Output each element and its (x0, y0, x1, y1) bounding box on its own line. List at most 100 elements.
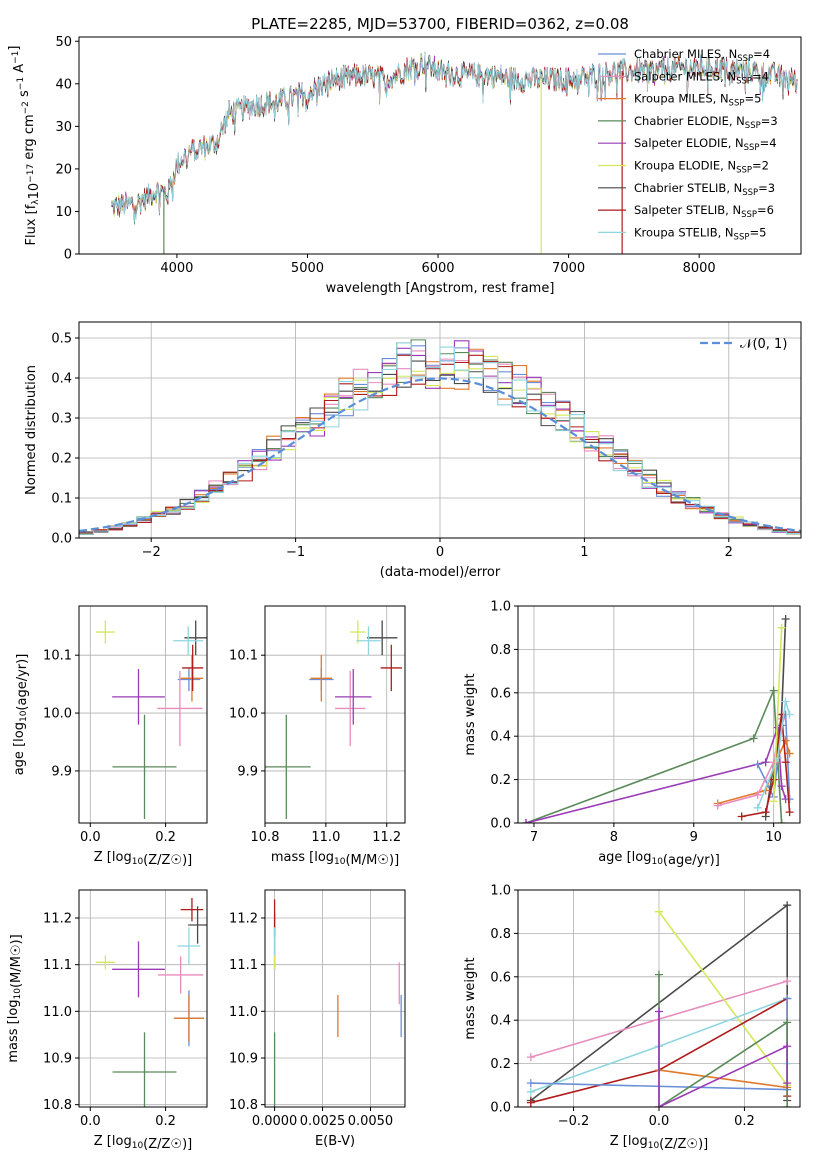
y-tick-label: 0.8 (490, 643, 511, 658)
legend-sub: SSP (737, 54, 753, 64)
legend-part: =4 (752, 69, 769, 83)
label-sup: −17 (26, 164, 36, 183)
axes-frame (517, 605, 801, 824)
y-tick-label: 0.4 (490, 730, 511, 745)
y-tick-label: 1.0 (490, 600, 511, 615)
label-part: (data-model)/error (380, 565, 501, 580)
y-tick-label: 11.2 (229, 912, 258, 927)
y-tick-label: 0.2 (490, 1057, 511, 1072)
x-tick-label: 0.0000 (252, 1114, 298, 1129)
label-part: s (17, 90, 32, 101)
y-tick-label: 10.1 (229, 649, 258, 664)
x-tick-label: 6000 (421, 261, 454, 276)
label-part: Flux [f (24, 204, 39, 245)
axes-frame (78, 321, 802, 539)
x-tick-label: −1 (286, 545, 305, 560)
plot-area (79, 339, 801, 535)
y-tick-label: 10.8 (43, 1098, 72, 1113)
x-tick-label: 0 (436, 545, 444, 560)
x-tick-label: 10 (765, 830, 782, 845)
x-tick-label: 0.0 (80, 1114, 101, 1129)
label-part: wavelength [Angstrom, rest frame] (326, 281, 555, 296)
y-tick-label: 0.4 (51, 372, 72, 387)
weight-marker (783, 1103, 792, 1107)
weight-marker (526, 1087, 535, 1096)
label-part: log (12, 722, 27, 742)
legend-sub: SSP (741, 210, 757, 220)
y-tick-label: 10.9 (43, 1052, 72, 1067)
y-tick-label: 0.4 (490, 1014, 511, 1029)
label-part: age [ (12, 742, 27, 775)
label-part: (M/M☉)] (9, 934, 24, 988)
x-tick-label: 0.2 (155, 830, 176, 845)
label-part: −1 (16, 77, 26, 90)
weight-marker (777, 623, 786, 632)
weight-line-chabrier-elodie (525, 690, 783, 823)
legend-label: Chabrier MILES, NSSP=4 (634, 47, 770, 64)
weight-marker (761, 808, 770, 817)
weight-marker (783, 977, 792, 986)
label-part: log (112, 850, 132, 865)
y-tick-label: 0.2 (51, 452, 72, 467)
weight-marker (777, 782, 786, 791)
x-axis-label: Z [log10(Z/Z☉)] (94, 850, 192, 868)
axes-frame (264, 605, 406, 824)
legend-label: Kroupa STELIB, NSSP=5 (634, 225, 766, 242)
x-axis-label: E(B-V) (315, 1134, 355, 1149)
y-tick-label: 0.0 (490, 817, 511, 832)
weight-marker (655, 907, 663, 916)
label-part: (Z/Z☉)] (143, 853, 192, 868)
y-axis-label: mass weight (463, 673, 478, 755)
legend-label: Salpeter STELIB, NSSP=6 (634, 203, 774, 220)
y-tick-label: 0.0 (490, 1101, 511, 1116)
y-tick-label: 0.6 (490, 686, 511, 701)
label-part: (age/yr)] (15, 654, 30, 711)
panel-mass_vs_EBV: 0.0000 0.0025 0.0050 10.8 10.9 11.0 11.1 11.2 E(… (229, 889, 406, 1149)
y-tick-label: 0.2 (490, 773, 511, 788)
weight-marker (753, 790, 762, 799)
plot-area (111, 51, 798, 254)
legend-part: =2 (752, 159, 769, 173)
y-tick-label: 20 (55, 162, 72, 177)
label-sub: 10 (132, 1141, 144, 1151)
x-tick-label: 0.0025 (300, 1114, 346, 1129)
y-axis-label: mass weight (463, 957, 478, 1039)
hist-kroupa-stelib (79, 342, 801, 535)
legend-sub: SSP (745, 121, 761, 131)
legend-sub: SSP (742, 188, 758, 198)
y-tick-label: 0.8 (490, 927, 511, 942)
label-part: Z [ (94, 850, 112, 865)
x-tick-label: 8 (610, 830, 618, 845)
axes-frame (78, 36, 802, 255)
legend-part: =6 (757, 203, 774, 217)
legend-label: Salpeter MILES, NSSP=4 (634, 69, 769, 86)
panel-mass_vs_Z: 0.0 0.210.810.911.011.111.2Z [log10(Z/Z☉)… (6, 889, 208, 1152)
label-part: (age/yr)] (663, 853, 720, 868)
y-tick-label: 11.2 (43, 912, 72, 927)
label-sub: 10 (648, 1141, 660, 1151)
weight-marker (785, 795, 794, 804)
y-tick-label: 10.1 (43, 649, 72, 664)
y-tick-label: 0 (64, 248, 72, 263)
legend-sub: SSP (744, 143, 760, 153)
weight-marker (655, 1007, 663, 1016)
label-sub: 10 (19, 710, 29, 722)
legend-part: =5 (744, 92, 761, 106)
x-tick-label: −2 (142, 545, 161, 560)
weight-line-salpeter-elodie (658, 1011, 788, 1107)
panel-age_vs_Z: 0.0 0.29.910.010.1Z [log10(Z/Z☉)]age [log… (12, 605, 208, 868)
weight-marker (521, 819, 530, 823)
y-tick-label: 10 (55, 205, 72, 220)
y-tick-label: 0.3 (51, 412, 72, 427)
weight-marker (783, 901, 792, 910)
label-part: ] (7, 46, 22, 51)
label-part: −1 (11, 51, 21, 64)
x-tick-label: 7 (530, 830, 538, 845)
weight-line-kroupa-miles (658, 1069, 788, 1089)
weight-marker (781, 736, 790, 745)
y-tick-label: 11.1 (43, 958, 72, 973)
weight-marker (783, 1079, 792, 1088)
label-sub: 10 (132, 857, 144, 867)
figure-title: PLATE=2285, MJD=53700, FIBERID=0362, z=0… (251, 15, 629, 33)
